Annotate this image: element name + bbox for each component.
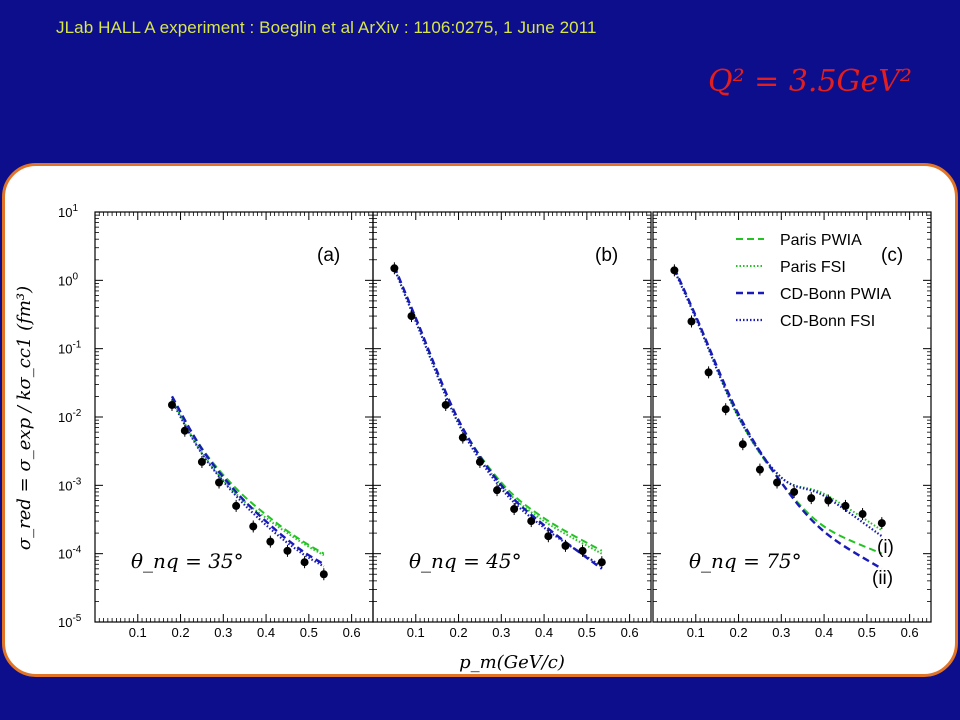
q2-label: Q² = 3.5GeV² [708,64,912,99]
y-tick-label: 10-4 [58,545,82,562]
data-point [300,558,309,567]
x-tick-label: 0.5 [858,625,876,640]
x-tick-label: 0.2 [729,625,747,640]
data-point [561,541,570,550]
x-tick-label: 0.1 [129,625,147,640]
data-point [197,457,206,466]
data-point [841,501,850,510]
x-tick-label: 0.3 [214,625,232,640]
x-tick-label: 0.3 [772,625,790,640]
x-tick-label: 0.5 [578,625,596,640]
legend-label-paris-fsi: Paris FSI [780,259,846,276]
data-point [407,312,416,321]
curve-cd-bonn-pwia-a [170,395,325,566]
curve-paris-fsi-a [171,399,325,557]
data-point [721,405,730,414]
curve-paris-fsi-b [393,267,603,555]
theta-label-a: θ_nq = 35° [131,549,244,573]
x-tick-label: 0.6 [343,625,361,640]
y-tick-label: 101 [58,203,78,220]
x-tick-label: 0.3 [492,625,510,640]
curve-paris-fsi-c [673,269,883,532]
x-tick-label: 0.2 [449,625,467,640]
data-point [232,501,241,510]
curve-paris-pwia-a [171,395,325,555]
panel-label-b: (b) [595,245,618,266]
data-point [670,266,679,275]
panel-label-a: (a) [317,245,340,266]
data-point [578,546,587,555]
data-point [458,433,467,442]
curve-cd-bonn-pwia-b [393,265,603,570]
x-tick-label: 0.6 [901,625,919,640]
data-point [773,478,782,487]
data-point [790,487,799,496]
data-point [283,546,292,555]
y-tick-label: 10-1 [58,340,82,357]
legend-label-paris-pwia: Paris PWIA [780,232,862,249]
curve-cd-bonn-fsi-b [393,267,603,568]
y-tick-label: 100 [58,271,78,288]
y-tick-label: 10-5 [58,613,82,630]
x-tick-label: 0.4 [535,625,553,640]
curve-paris-pwia-b [393,266,603,552]
x-tick-label: 0.4 [815,625,833,640]
plot-card [2,163,958,677]
curve-cd-bonn-fsi-c [673,269,883,538]
data-point [249,522,258,531]
curve-cd-bonn-pwia-c [673,267,883,570]
legend-label-cd-bonn-pwia: CD-Bonn PWIA [780,286,891,303]
x-tick-label: 0.1 [407,625,425,640]
y-axis-label: σ_red = σ_exp / kσ_cc1 (fm³) [14,286,35,550]
data-point [824,496,833,505]
data-point [215,478,224,487]
data-point [527,517,536,526]
x-tick-label: 0.5 [300,625,318,640]
data-point [475,457,484,466]
x-tick-label: 0.1 [687,625,705,640]
data-point [180,426,189,435]
x-axis-label: p_m(GeV/c) [459,652,565,673]
curve-paris-pwia-c [673,267,883,555]
x-tick-label: 0.4 [257,625,275,640]
panel-label-c: (c) [881,245,903,266]
data-point [877,519,886,528]
theta-label-c: θ_nq = 75° [689,549,802,573]
y-tick-label: 10-3 [58,476,82,493]
data-point [597,558,606,567]
legend-label-cd-bonn-fsi: CD-Bonn FSI [780,313,875,330]
citation-header: JLab HALL A experiment : Boeglin et al A… [56,18,597,37]
data-point [807,494,816,503]
q2-text: Q² = 3.5GeV² [708,64,912,99]
data-point [544,532,553,541]
data-point [441,400,450,409]
data-point [704,368,713,377]
x-tick-label: 0.6 [621,625,639,640]
curve-label-ii: (ii) [872,568,893,589]
data-point [266,537,275,546]
data-point [510,505,519,514]
x-tick-label: 0.2 [171,625,189,640]
data-point [738,440,747,449]
data-point [390,264,399,273]
data-point [858,510,867,519]
data-point [167,400,176,409]
data-point [755,465,764,474]
data-point [319,570,328,579]
curve-label-i: (i) [877,537,894,558]
y-tick-label: 10-2 [58,408,82,425]
data-point [493,486,502,495]
theta-label-b: θ_nq = 45° [409,549,522,573]
curve-cd-bonn-fsi-a [171,400,325,568]
data-point [687,317,696,326]
